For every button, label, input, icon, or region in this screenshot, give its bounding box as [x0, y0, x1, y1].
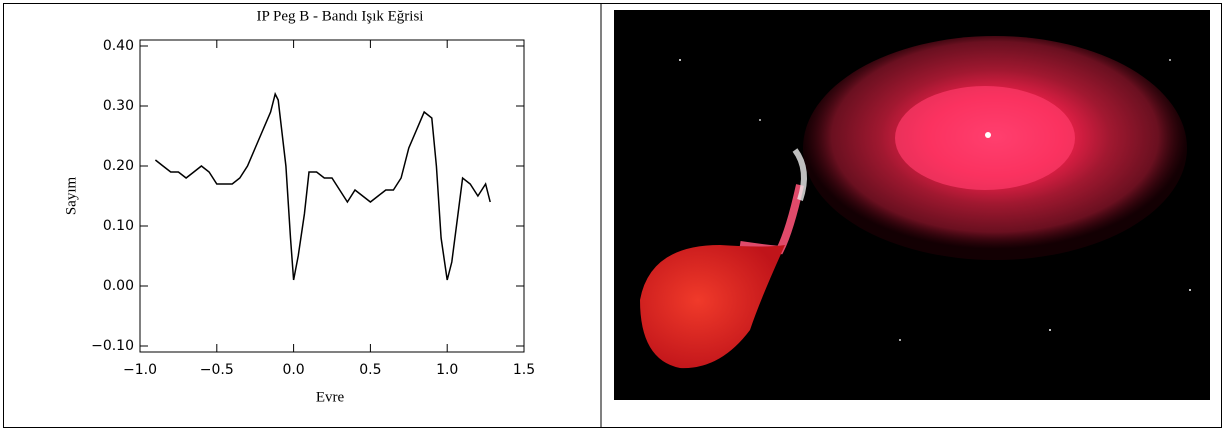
y-tick-label: 0.00	[103, 278, 134, 294]
y-tick-label: 0.10	[103, 218, 134, 234]
y-tick-label: 0.20	[103, 158, 134, 174]
y-tick-label: −0.10	[91, 338, 134, 354]
x-tick-label: −0.5	[200, 362, 234, 378]
x-tick-label: −1.0	[123, 362, 157, 378]
plot-frame	[139, 39, 525, 353]
y-tick-label: 0.40	[103, 38, 134, 54]
x-tick-label: 1.0	[436, 362, 458, 378]
x-tick-label: 0.0	[282, 362, 304, 378]
x-axis-label: Evre	[316, 389, 345, 405]
illustration	[614, 10, 1210, 400]
x-tick-label: 1.5	[513, 362, 535, 378]
chart: IP Peg B - Bandı Işık Eğrisi Evre Sayım	[63, 8, 525, 405]
y-axis-label: Sayım	[63, 177, 79, 216]
table-border	[3, 3, 1222, 428]
light-curve	[154, 91, 491, 281]
chart-title: IP Peg B - Bandı Işık Eğrisi	[257, 8, 424, 24]
y-tick-label: 0.30	[103, 98, 134, 114]
x-tick-label: 0.5	[359, 362, 381, 378]
